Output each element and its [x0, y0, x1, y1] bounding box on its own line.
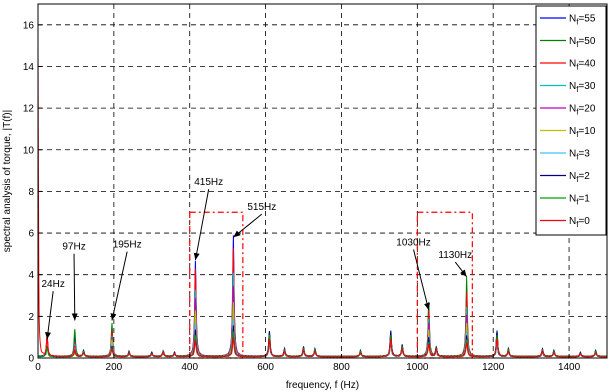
legend-label: Nf=3	[569, 149, 590, 162]
legend: Nf=55 Nf=50 Nf=40 Nf=30 Nf=20 Nf=10 Nf=3 Nf=2 Nf…	[535, 5, 607, 236]
legend-box	[535, 5, 607, 236]
legend-label: Nf=50	[569, 36, 596, 49]
x-tick-label: 600	[257, 362, 274, 373]
legend-label: Nf=0	[569, 216, 590, 229]
y-tick-label: 4	[28, 270, 34, 281]
series-group	[37, 44, 608, 358]
x-tick-label: 400	[181, 362, 198, 373]
legend-label: Nf=10	[569, 126, 596, 139]
x-axis-label: frequency, f (Hz)	[286, 380, 359, 391]
annotation-label: 1130Hz	[438, 250, 472, 261]
legend-label: Nf=55	[569, 14, 596, 27]
legend-label: Nf=40	[569, 59, 596, 72]
y-tick-label: 0	[28, 354, 34, 365]
annotation-label: 97Hz	[62, 242, 85, 253]
annotation-label: 415Hz	[194, 177, 223, 188]
y-tick-label: 10	[23, 145, 35, 156]
y-tick-label: 8	[28, 187, 34, 198]
annotation-arrow	[193, 189, 210, 261]
x-tick-label: 800	[333, 362, 350, 373]
x-tick-label: 200	[106, 362, 123, 373]
x-tick-label: 1400	[558, 362, 581, 373]
annotations: 24Hz 97Hz 195Hz 415Hz 515Hz 1030Hz 1130Hz	[41, 177, 472, 340]
y-tick-label: 2	[28, 312, 34, 323]
series-line	[37, 44, 607, 358]
y-tick-label: 6	[28, 229, 34, 240]
annotation-arrow	[110, 251, 128, 321]
annotation-arrow	[71, 253, 78, 321]
x-tick-label: 1200	[482, 362, 505, 373]
annotation-label: 24Hz	[41, 279, 64, 290]
annotation-label: 515Hz	[247, 202, 276, 213]
annotation-label: 195Hz	[113, 240, 142, 251]
annotation-arrow	[45, 291, 54, 340]
annotation-label: 1030Hz	[396, 238, 430, 249]
annotation-arrow	[413, 249, 430, 311]
legend-label: Nf=2	[569, 171, 590, 184]
legend-label: Nf=30	[569, 81, 596, 94]
x-ticks: 0 200 400 600 800 1000 1200 1400	[35, 354, 581, 373]
annotation-arrow	[454, 261, 468, 278]
plot-area	[38, 4, 607, 358]
annotation-arrow	[233, 213, 263, 238]
y-tick-label: 16	[23, 20, 35, 31]
y-tick-label: 12	[23, 104, 35, 115]
legend-label: Nf=20	[569, 104, 596, 117]
y-ticks: 0 2 4 6 8 10 12 14 16	[23, 20, 42, 365]
x-tick-label: 1000	[406, 362, 429, 373]
legend-label: Nf=1	[569, 194, 590, 207]
y-tick-label: 14	[23, 62, 35, 73]
plot-frame	[37, 3, 608, 359]
x-tick-label: 0	[35, 362, 41, 373]
y-axis-label: spectral analysis of torque, |T(f)|	[2, 110, 13, 252]
